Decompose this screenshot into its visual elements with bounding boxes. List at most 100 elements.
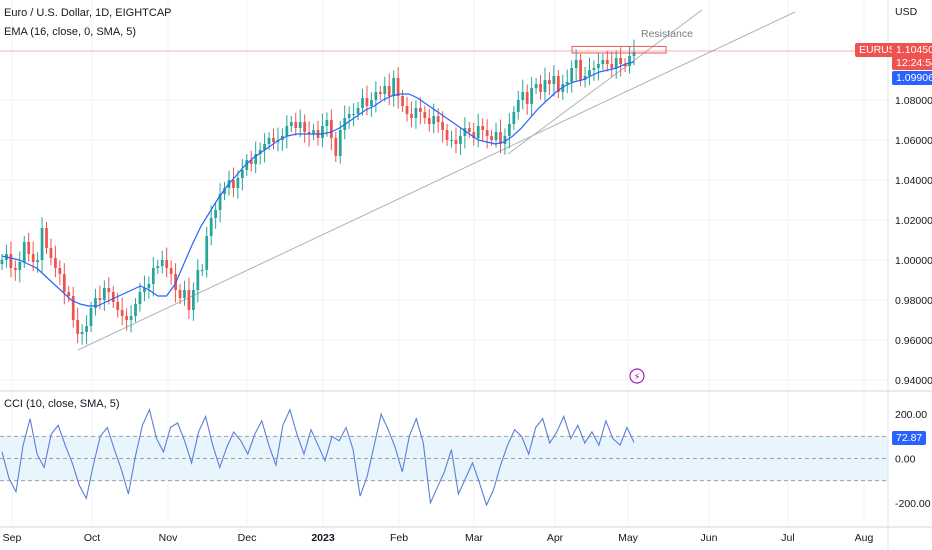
candle-up [289,122,293,126]
candle-up [312,130,315,134]
candle-up [40,228,44,260]
candle-down [378,92,382,94]
candle-up [89,308,93,326]
candle-up [285,126,289,136]
candle-up [218,194,222,210]
cci-legend[interactable]: CCI (10, close, SMA, 5) [4,398,120,410]
candle-up [534,84,538,88]
candle-up [192,290,195,310]
candle-down [329,120,333,138]
candle-down [71,296,75,320]
candle-up [552,76,556,84]
candle-up [476,126,480,138]
candle-down [405,106,409,114]
candle-up [205,236,209,270]
candle-up [565,82,569,84]
candle-down [31,254,35,262]
candle-up [392,78,396,96]
candle-down [472,132,476,138]
candle-down [410,114,413,118]
candle-up [321,126,324,138]
candle-down [67,292,71,296]
candle-up [263,144,266,150]
candle-up [80,332,84,334]
candle-up [143,288,146,292]
candle-down [499,132,502,144]
time-tick-label: Aug [855,532,874,544]
price-tick-label: 1.08000 [895,95,932,107]
resistance-zone[interactable] [0,45,888,54]
event-marker-icon [629,368,645,384]
candle-down [98,298,102,300]
countdown-tag: 12:24:54 [892,56,932,70]
candle-up [156,266,160,268]
price-tick-label: 1.04000 [895,175,932,187]
ema-legend[interactable]: EMA (16, close, 0, SMA, 5) [4,26,137,38]
candle-up [414,108,418,118]
candle-down [423,112,427,118]
time-tick-label: Sep [3,532,22,544]
candle-up [614,58,618,68]
price-tick-label: 0.94000 [895,375,932,387]
trendline-upper [507,9,703,155]
candle-up [463,128,467,136]
candle-down [441,122,444,130]
lightning-icon: ⚡ [633,372,640,383]
cci-path [1,408,635,507]
candle-up [347,114,351,118]
cci-line [1,408,635,507]
candle-down [272,138,275,142]
time-tick-label: May [618,532,639,544]
ema-line [1,61,635,307]
time-tick-label: 2023 [311,532,335,544]
price-tick-label: 1.02000 [895,215,932,227]
candle-up [196,270,200,290]
candle-down [303,122,307,132]
candle-up [223,188,226,194]
candle-up [601,60,605,64]
candle-down [49,248,53,258]
candle-up [147,284,151,288]
candle-up [450,140,453,141]
candle-up [138,292,142,304]
candle-down [27,242,31,254]
resistance-label[interactable]: Resistance [641,28,693,40]
candle-down [169,268,173,274]
candle-down [111,292,115,302]
candle-up [267,138,271,144]
candle-up [574,60,578,68]
candle-down [525,92,529,104]
candle-up [102,288,106,300]
candle-down [54,258,57,268]
candle-up [632,52,636,56]
symbol-title[interactable]: Euro / U.S. Dollar, 1D, EIGHTCAP [4,7,172,19]
price-tick-label: 1.00000 [895,255,932,267]
candle-down [579,60,582,80]
candle-up [588,70,591,76]
candle-up [240,170,244,178]
candle-down [165,260,169,268]
time-tick-label: Oct [84,532,100,544]
candle-up [151,268,155,284]
cci-tick-label: 0.00 [895,454,916,466]
candle-down [178,290,182,298]
candle-up [36,260,39,262]
candle-down [365,98,369,106]
candle-up [521,92,525,100]
candle-down [396,78,400,96]
candle-down [232,180,235,188]
candle-down [490,136,493,140]
price-tick-label: 0.96000 [895,335,932,347]
candle-up [338,130,342,156]
candle-up [530,88,534,104]
candle-down [62,274,66,292]
candle-up [200,270,204,271]
resistance-box [571,45,667,54]
candle-up [209,218,213,236]
currency-label: USD [895,6,918,18]
candle-up [356,108,360,114]
candle-up [370,100,373,106]
ema-path [1,61,635,307]
